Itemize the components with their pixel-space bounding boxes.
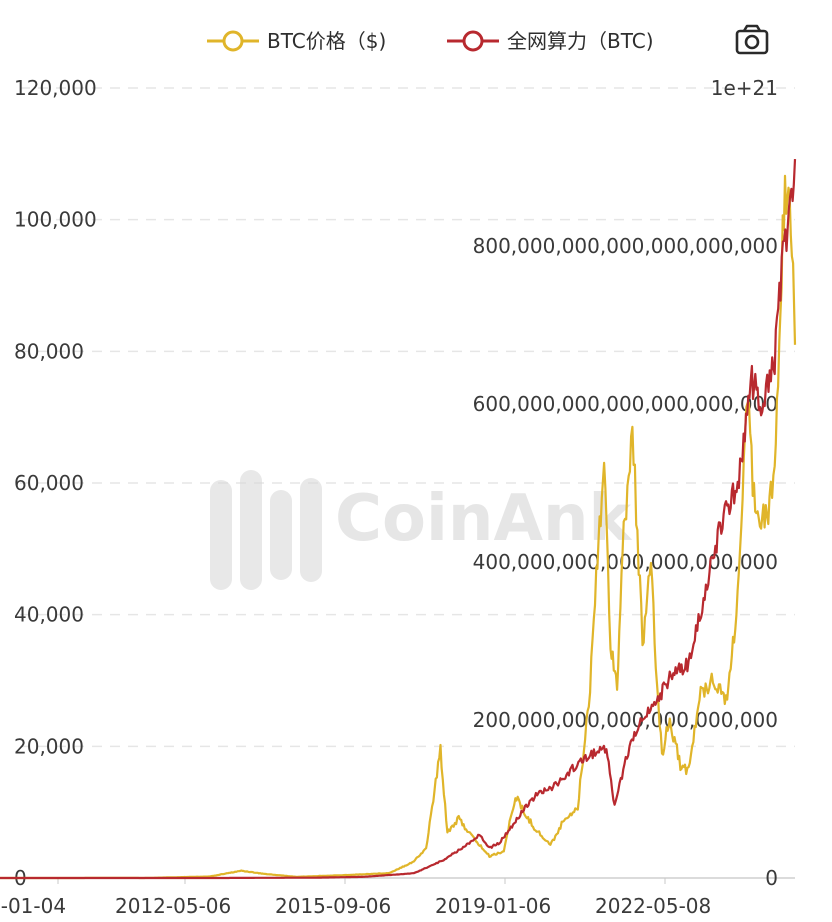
legend-swatch-marker	[462, 30, 484, 52]
y-left-tick-label: 20,000	[14, 734, 84, 758]
series-layer	[0, 159, 797, 880]
x-tick-label: 2019-01-06	[435, 894, 551, 918]
watermark-logo	[210, 470, 322, 590]
y-left-tick-label: 120,000	[14, 76, 97, 100]
y-axis-right: 0 200,000,000,000,000,000,000 400,000,000,…	[473, 76, 778, 890]
camera-top	[742, 24, 762, 32]
grid	[20, 87, 795, 879]
camera-icon[interactable]	[735, 24, 769, 55]
y-left-tick-label: 40,000	[14, 603, 84, 627]
x-axis: 0-01-04 2012-05-06 2015-09-06 2019-01-06 202…	[0, 878, 711, 918]
y-left-tick-label: 80,000	[14, 339, 84, 363]
watermark-logo-bar	[210, 480, 232, 590]
y-right-tick-label: 1e+21	[711, 76, 778, 100]
x-tick-label: 2012-05-06	[115, 894, 231, 918]
y-right-tick-label: 0	[765, 866, 778, 890]
y-right-tick-label: 200,000,000,000,000,000,000	[473, 708, 778, 732]
watermark-logo-bar	[300, 478, 322, 582]
legend: BTC价格（$) 全网算力（BTC)	[207, 29, 654, 53]
legend-swatch-marker	[222, 30, 244, 52]
watermark-logo-bar	[270, 490, 292, 580]
y-right-tick-label: 800,000,000,000,000,000,000	[473, 234, 778, 258]
x-tick-label: 2022-05-08	[595, 894, 711, 918]
series-line-2	[0, 159, 797, 880]
watermark-logo-bar	[240, 470, 262, 590]
x-tick-label: 2015-09-06	[275, 894, 391, 918]
y-right-tick-label: 400,000,000,000,000,000,000	[473, 550, 778, 574]
legend-label: BTC价格（$)	[267, 29, 386, 53]
legend-label: 全网算力（BTC)	[507, 29, 654, 53]
x-tick-label: 0-01-04	[0, 894, 66, 918]
camera-body	[735, 29, 769, 55]
watermark-text: CoinAnk	[335, 482, 633, 556]
y-left-tick-label: 100,000	[14, 208, 97, 232]
y-left-tick-label: 60,000	[14, 471, 84, 495]
camera-lens	[744, 34, 760, 50]
y-right-tick-label: 600,000,000,000,000,000,000	[473, 392, 778, 416]
